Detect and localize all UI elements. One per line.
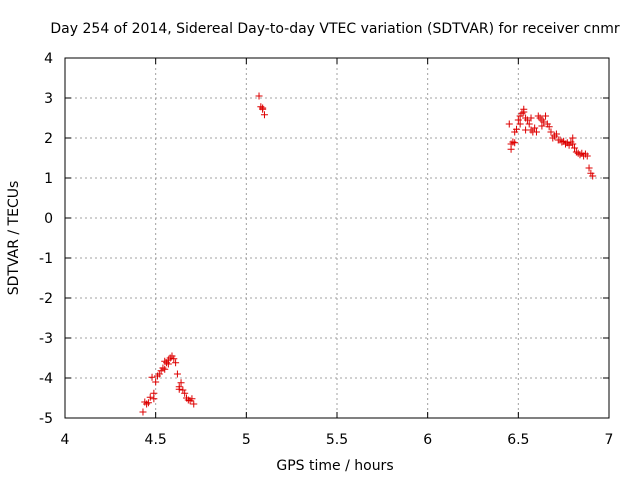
data-point <box>547 128 555 136</box>
data-point <box>545 123 553 131</box>
y-tick-label: 4 <box>44 51 53 67</box>
y-axis-label: SDTVAR / TECUs <box>6 181 22 296</box>
data-point <box>170 355 178 363</box>
y-tick-label: -3 <box>39 331 53 347</box>
data-point <box>144 399 152 407</box>
data-point <box>511 139 519 147</box>
y-tick-label: 0 <box>44 211 53 227</box>
x-tick-label: 5.5 <box>326 432 348 448</box>
data-point <box>161 357 169 365</box>
data-point <box>542 112 550 120</box>
x-tick-label: 4.5 <box>145 432 167 448</box>
data-point <box>585 164 593 172</box>
data-point <box>569 134 577 142</box>
data-point <box>148 373 156 381</box>
y-tick-label: 2 <box>44 131 53 147</box>
data-point <box>552 130 560 138</box>
data-point <box>565 141 573 149</box>
data-point <box>255 92 263 100</box>
data-point <box>146 393 154 401</box>
data-point <box>188 395 196 403</box>
tick-labels: 4 4.5 5 5.5 6 6.5 7 -5 -4 -3 -2 -1 0 1 2 3 4 <box>39 51 613 448</box>
data-point <box>505 120 513 128</box>
y-tick-label: -5 <box>39 411 53 427</box>
data-point <box>513 125 521 133</box>
x-tick-label: 6.5 <box>507 432 529 448</box>
data-point <box>520 108 528 116</box>
data-point <box>532 128 540 136</box>
data-point <box>531 124 539 132</box>
data-point <box>558 138 566 146</box>
x-axis-label: GPS time / hours <box>276 458 393 474</box>
data-point <box>589 172 597 180</box>
data-point <box>152 378 160 386</box>
data-point <box>184 396 192 404</box>
data-point <box>175 385 183 393</box>
data-point <box>583 152 591 160</box>
data-point <box>514 116 522 124</box>
data-point <box>179 386 187 394</box>
x-tick-label: 7 <box>605 432 614 448</box>
data-point <box>525 120 533 128</box>
data-point <box>572 148 580 156</box>
data-point <box>260 111 268 119</box>
data-point <box>561 140 569 148</box>
y-tick-label: -4 <box>39 371 53 387</box>
data-point <box>518 109 526 117</box>
data-point <box>173 370 181 378</box>
data-point <box>259 104 267 112</box>
data-point <box>516 120 524 128</box>
data-point <box>538 122 546 130</box>
data-point <box>523 116 531 124</box>
data-point <box>190 400 198 408</box>
data-point <box>177 379 185 387</box>
data-point <box>172 359 180 367</box>
data-point <box>509 138 517 146</box>
data-point <box>571 144 579 152</box>
data-point <box>150 395 158 403</box>
x-tick-label: 5 <box>242 432 251 448</box>
y-tick-label: -1 <box>39 251 53 267</box>
data-point <box>143 400 151 408</box>
y-tick-label: 1 <box>44 171 53 187</box>
data-point <box>181 389 189 397</box>
y-tick-label: -2 <box>39 291 53 307</box>
x-tick-label: 6 <box>423 432 432 448</box>
data-point <box>155 370 163 378</box>
y-tick-label: 3 <box>44 91 53 107</box>
grid-lines <box>65 58 609 418</box>
x-tick-label: 4 <box>61 432 70 448</box>
data-point <box>540 118 548 126</box>
data-point <box>161 365 169 373</box>
data-point <box>569 140 577 148</box>
data-point <box>139 408 147 416</box>
axis-ticks <box>64 57 610 419</box>
data-point <box>527 114 535 122</box>
data-points <box>139 92 597 416</box>
data-point <box>576 151 584 159</box>
chart-title: Day 254 of 2014, Sidereal Day-to-day VTE… <box>50 21 619 37</box>
data-point <box>159 364 167 372</box>
